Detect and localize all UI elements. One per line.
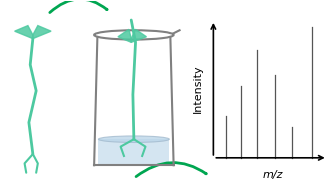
Polygon shape <box>118 29 131 42</box>
Ellipse shape <box>99 136 169 143</box>
Polygon shape <box>33 26 51 39</box>
FancyArrowPatch shape <box>50 0 107 12</box>
Polygon shape <box>15 26 33 39</box>
Ellipse shape <box>94 30 174 40</box>
FancyBboxPatch shape <box>99 139 169 165</box>
Text: m/z: m/z <box>263 170 283 180</box>
FancyArrowPatch shape <box>136 163 206 177</box>
Text: Intensity: Intensity <box>192 65 202 113</box>
Polygon shape <box>131 29 147 42</box>
